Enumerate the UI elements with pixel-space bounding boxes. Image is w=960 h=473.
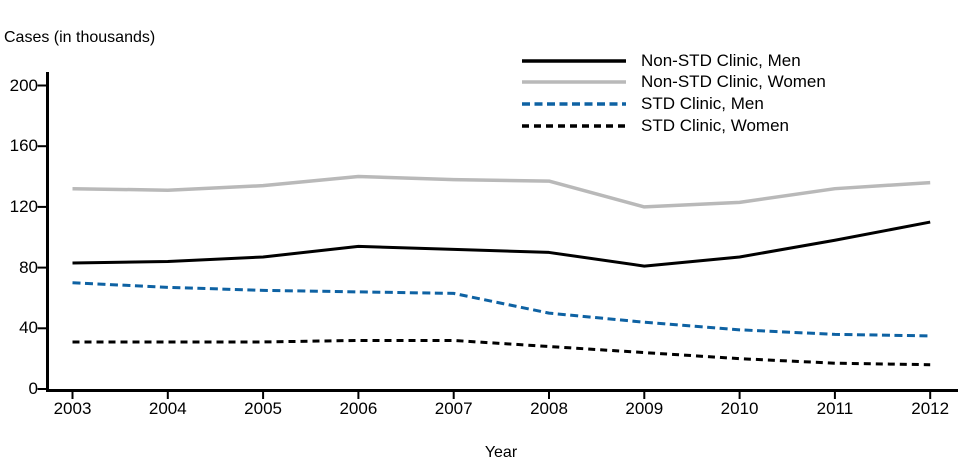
y-tick-label: 40 (19, 318, 38, 338)
legend-label: Non-STD Clinic, Men (641, 50, 801, 70)
legend-item: Non-STD Clinic, Men (522, 50, 826, 72)
x-tick-label: 2007 (434, 399, 473, 418)
y-tick-label: 120 (9, 196, 38, 216)
legend-label: STD Clinic, Women (641, 115, 789, 135)
legend-swatch-line (522, 80, 626, 85)
series-line-non-std-clinic-women (72, 174, 931, 209)
series-line-std-clinic-men (72, 281, 931, 338)
x-tick-label: 2010 (720, 399, 759, 418)
legend-item: STD Clinic, Women (522, 115, 826, 137)
y-axis-title: Cases (in thousands) (4, 29, 156, 46)
axis-lines (46, 72, 958, 392)
y-tick-label: 200 (9, 75, 38, 95)
chart-legend: Non-STD Clinic, Men Non-STD Clinic, Wome… (522, 50, 826, 136)
x-tick-label: 2012 (911, 399, 950, 418)
legend-swatch-line (522, 123, 626, 128)
x-tick-label: 2003 (53, 399, 92, 418)
series-line-std-clinic-women (72, 338, 931, 367)
legend-label: Non-STD Clinic, Women (641, 72, 826, 92)
x-tick-label: 2011 (816, 399, 854, 418)
x-tick-label: 2006 (339, 399, 378, 418)
y-tick-label: 80 (19, 257, 38, 277)
legend-swatch-line (522, 102, 626, 106)
legend-item: Non-STD Clinic, Women (522, 72, 826, 94)
x-tick-label: 2008 (530, 399, 568, 418)
legend-swatch-line (522, 59, 626, 63)
legend-label: STD Clinic, Men (641, 93, 764, 113)
x-axis-title: Year (484, 444, 518, 461)
x-tick-label: 2005 (244, 399, 282, 418)
y-tick-label: 160 (9, 136, 38, 156)
y-tick-label: 0 (28, 379, 38, 398)
series-line-non-std-clinic-men (72, 220, 931, 268)
legend-item: STD Clinic, Men (522, 93, 826, 115)
x-tick-label: 2009 (625, 399, 664, 418)
x-tick-label: 2004 (148, 399, 187, 418)
